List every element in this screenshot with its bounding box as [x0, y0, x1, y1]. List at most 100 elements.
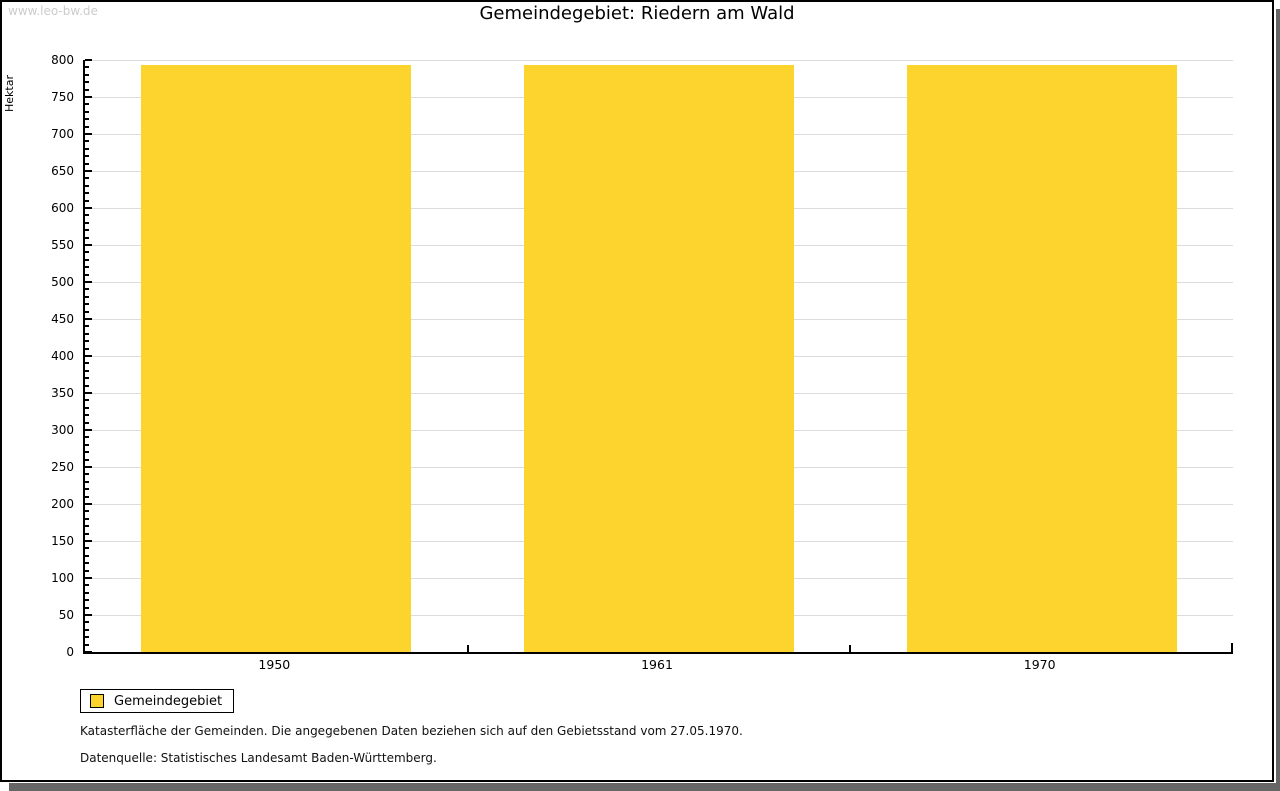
y-axis-minor-tick — [85, 325, 89, 328]
y-axis-minor-tick — [85, 399, 89, 402]
y-axis-minor-tick — [85, 273, 89, 276]
y-axis-minor-tick — [85, 569, 89, 572]
y-axis-minor-tick — [85, 636, 89, 639]
y-axis-major-tick — [85, 318, 92, 320]
y-axis-tick-label: 700 — [51, 127, 74, 141]
y-axis-tick-label: 550 — [51, 238, 74, 252]
y-axis-tick-label: 100 — [51, 571, 74, 585]
y-axis-tick-label: 600 — [51, 201, 74, 215]
y-axis-minor-tick — [85, 177, 89, 180]
y-axis-minor-tick — [85, 436, 89, 439]
y-axis-minor-tick — [85, 414, 89, 417]
y-axis-minor-tick — [85, 184, 89, 187]
y-axis-minor-tick — [85, 369, 89, 372]
y-axis-minor-tick — [85, 525, 89, 528]
x-axis-labels: 1950 1961 1970 — [83, 657, 1231, 675]
y-axis-minor-tick — [85, 517, 89, 520]
y-axis-minor-tick — [85, 140, 89, 143]
y-axis-major-tick — [85, 540, 92, 542]
y-axis-minor-tick — [85, 303, 89, 306]
legend: Gemeindegebiet — [80, 689, 235, 713]
y-axis-minor-tick — [85, 288, 89, 291]
y-axis-minor-tick — [85, 547, 89, 550]
y-axis-major-tick — [85, 429, 92, 431]
y-axis-minor-tick — [85, 73, 89, 76]
y-axis-major-tick — [85, 651, 92, 653]
y-axis-minor-tick — [85, 584, 89, 587]
y-axis-minor-tick — [85, 628, 89, 631]
y-axis-tick-label: 200 — [51, 497, 74, 511]
frame-shadow-bottom — [9, 783, 1280, 791]
y-axis-minor-tick — [85, 606, 89, 609]
y-axis-major-tick — [85, 207, 92, 209]
y-axis-minor-tick — [85, 421, 89, 424]
data-source-text: Datenquelle: Statistisches Landesamt Bad… — [80, 751, 437, 765]
y-axis-minor-tick — [85, 532, 89, 535]
y-axis-tick-label: 300 — [51, 423, 74, 437]
y-axis-major-tick — [85, 355, 92, 357]
y-axis-minor-tick — [85, 480, 89, 483]
y-axis-major-tick — [85, 59, 92, 61]
y-axis-minor-tick — [85, 236, 89, 239]
x-axis-end-tick — [1231, 643, 1233, 652]
y-axis-minor-tick — [85, 199, 89, 202]
y-axis-tick-label: 400 — [51, 349, 74, 363]
y-axis-major-tick — [85, 614, 92, 616]
y-axis-title: Hektar — [3, 75, 16, 112]
watermark: www.leo-bw.de — [8, 4, 98, 18]
bar — [524, 65, 794, 652]
y-axis-major-tick — [85, 577, 92, 579]
y-axis-minor-tick — [85, 340, 89, 343]
y-axis-minor-tick — [85, 266, 89, 269]
y-axis-minor-tick — [85, 229, 89, 232]
y-axis-minor-tick — [85, 591, 89, 594]
x-axis-category-label: 1950 — [258, 657, 291, 672]
y-axis-minor-tick — [85, 110, 89, 113]
y-axis-minor-tick — [85, 443, 89, 446]
y-axis-minor-tick — [85, 251, 89, 254]
y-axis-tick-label: 500 — [51, 275, 74, 289]
x-axis-category-label: 1970 — [1023, 657, 1056, 672]
y-axis-minor-tick — [85, 66, 89, 69]
y-axis-minor-tick — [85, 377, 89, 380]
y-axis-major-tick — [85, 133, 92, 135]
y-axis-major-tick — [85, 392, 92, 394]
y-axis-minor-tick — [85, 332, 89, 335]
y-axis-minor-tick — [85, 362, 89, 365]
plot-area — [83, 59, 1233, 654]
y-axis-major-tick — [85, 281, 92, 283]
y-axis-minor-tick — [85, 510, 89, 513]
y-axis-tick-label: 650 — [51, 164, 74, 178]
y-axis-major-tick — [85, 96, 92, 98]
y-axis-minor-tick — [85, 125, 89, 128]
y-axis-tick-label: 750 — [51, 90, 74, 104]
y-axis-tick-label: 150 — [51, 534, 74, 548]
y-axis-minor-tick — [85, 192, 89, 195]
y-axis-major-tick — [85, 244, 92, 246]
y-axis-minor-tick — [85, 214, 89, 217]
y-axis-minor-tick — [85, 643, 89, 646]
y-axis-minor-tick — [85, 221, 89, 224]
y-axis-minor-tick — [85, 162, 89, 165]
y-axis-minor-tick — [85, 554, 89, 557]
frame-shadow-right — [1276, 9, 1280, 791]
x-axis-category-label: 1961 — [641, 657, 673, 672]
y-axis-minor-tick — [85, 488, 89, 491]
legend-label: Gemeindegebiet — [114, 693, 223, 709]
y-axis-minor-tick — [85, 147, 89, 150]
y-axis-minor-tick — [85, 81, 89, 84]
y-axis-minor-tick — [85, 406, 89, 409]
y-axis-minor-tick — [85, 458, 89, 461]
y-axis-minor-tick — [85, 562, 89, 565]
y-axis-major-tick — [85, 170, 92, 172]
chart-title: Gemeindegebiet: Riedern am Wald — [479, 3, 795, 24]
y-axis-minor-tick — [85, 155, 89, 158]
bar — [141, 65, 412, 652]
x-axis-boundary-tick — [849, 645, 852, 652]
y-axis-minor-tick — [85, 621, 89, 624]
y-axis-minor-tick — [85, 88, 89, 91]
bar — [906, 65, 1177, 652]
y-axis-labels: 0 50 100 150 200 250 300 350 400 450 500 550 600 650 7… — [26, 53, 74, 659]
y-axis-minor-tick — [85, 295, 89, 298]
